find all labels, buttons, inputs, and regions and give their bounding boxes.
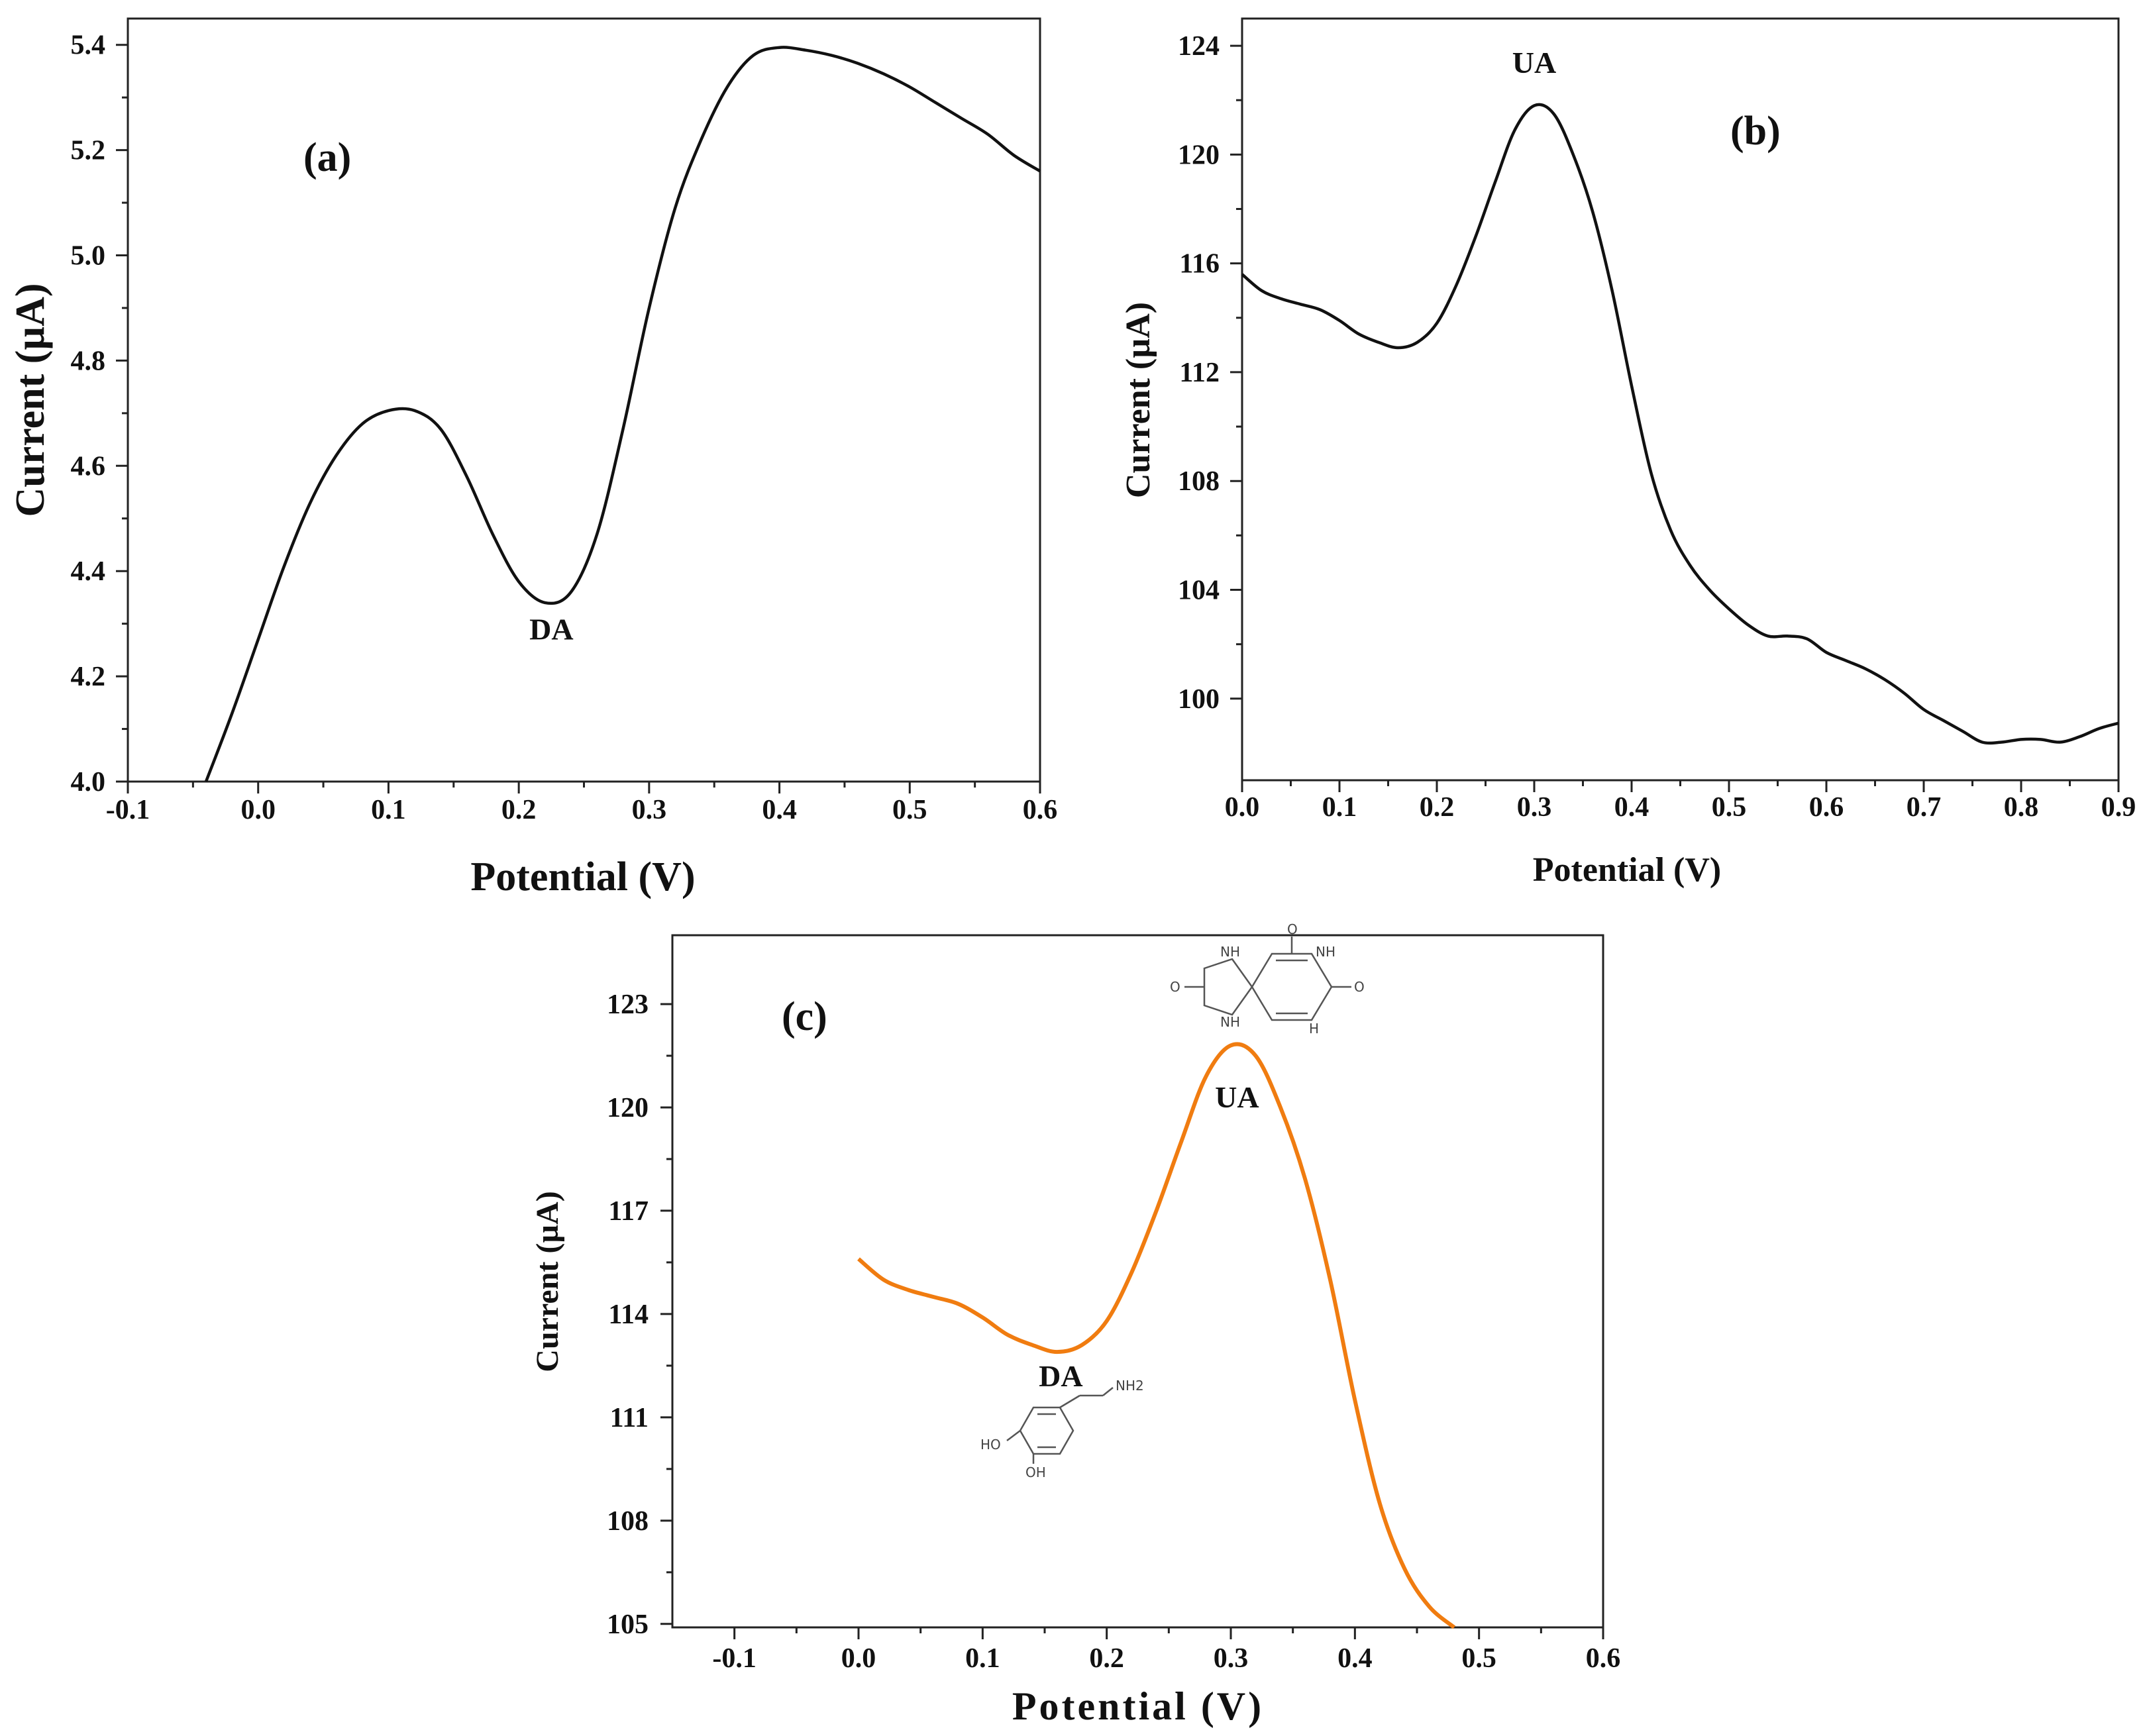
panel-b-y-tick-label: 116	[1179, 249, 1220, 280]
panel-c-y-tick-label: 105	[607, 1609, 649, 1640]
panel-b-x-tick-label: 0.4	[1614, 792, 1649, 823]
dopamine-structure: NH2 HO OH	[980, 1378, 1144, 1480]
svg-text:NH: NH	[1316, 944, 1335, 960]
panel-a-plot-frame	[127, 17, 1041, 783]
panel-c-series-line	[857, 1042, 1456, 1629]
panel-a-y-tick-labels: 4.0 4.2 4.4 4.6 4.8 5.0 5.2 5.4	[71, 30, 106, 797]
panel-b-x-tick-label: 0.8	[2004, 792, 2039, 823]
panel-a-y-tick-label: 5.2	[71, 136, 106, 166]
panel-a-x-axis-title: Potential (V)	[470, 854, 695, 899]
panel-b-x-tick-label: 0.9	[2101, 792, 2136, 823]
panel-c-y-tick-label: 114	[608, 1300, 649, 1330]
panel-a-y-tick-label: 5.4	[71, 30, 106, 61]
svg-text:NH: NH	[1220, 1014, 1240, 1030]
svg-text:O: O	[1170, 979, 1180, 995]
panel-b-y-tick-label: 100	[1178, 684, 1220, 715]
panel-b-x-tick-label: 0.1	[1322, 792, 1357, 823]
panel-a-y-tick-label: 4.4	[71, 556, 106, 587]
panel-c-x-axis-title: Potential (V)	[1012, 1684, 1264, 1728]
panel-c-x-tick-label: 0.5	[1461, 1643, 1496, 1674]
panel-a-ticks	[116, 44, 1041, 793]
panel-b-x-tick-label: 0.7	[1907, 792, 1942, 823]
panel-b-series-line	[1241, 103, 2119, 745]
panel-a-x-tick-label: 0.1	[371, 795, 406, 825]
panel-a: -0.1 0.0 0.1 0.2 0.3 0.4 0.5 0.6 4.04.24.44.64.…	[8, 17, 1058, 899]
panel-b: 0.0 0.1 0.2 0.3 0.4 0.5 0.6 0.7 0.8 0.9 100 104 108…	[1120, 17, 2136, 889]
svg-text:O: O	[1354, 979, 1365, 995]
panel-c-x-tick-labels: -0.1 0.0 0.1 0.2 0.3 0.4 0.5 0.6	[712, 1643, 1620, 1674]
panel-a-x-tick-label: 0.6	[1023, 795, 1058, 825]
panel-c-y-tick-label: 111	[610, 1403, 649, 1433]
panel-c-label: (c)	[782, 994, 827, 1039]
panel-b-y-tick-label: 104	[1178, 576, 1220, 606]
panel-b-y-tick-label: 124	[1178, 31, 1220, 62]
panel-b-x-tick-label: 0.5	[1712, 792, 1747, 823]
panel-c-x-tick-label: 0.2	[1089, 1643, 1124, 1674]
panel-b-label: (b)	[1730, 109, 1781, 154]
panel-c-y-tick-label: 120	[607, 1093, 649, 1123]
panel-c-x-tick-label: 0.3	[1214, 1643, 1249, 1674]
panel-a-x-tick-label: 0.2	[501, 795, 537, 825]
panel-a-y-tick-label: 5.0	[71, 241, 106, 272]
panel-a-y-tick-label: 4.2	[71, 662, 106, 692]
panel-a-y-tick-label: 4.8	[71, 346, 106, 376]
panel-b-annotation-ua: UA	[1512, 46, 1556, 79]
panel-b-plot-frame	[1241, 17, 2120, 782]
panel-c-ticks	[660, 1003, 1604, 1639]
panel-a-label: (a)	[303, 135, 351, 180]
panel-a-x-tick-label: 0.4	[762, 795, 797, 825]
panel-b-x-tick-label: 0.0	[1225, 792, 1260, 823]
panel-b-y-tick-labels: 100 104 108 112 116 120 124	[1178, 31, 1220, 715]
panel-b-y-tick-label: 112	[1179, 358, 1220, 388]
panel-b-y-axis-title: Current (µA)	[1120, 302, 1157, 498]
panel-b-y-tick-label: 108	[1178, 466, 1220, 497]
panel-b-x-tick-labels: 0.0 0.1 0.2 0.3 0.4 0.5 0.6 0.7 0.8 0.9	[1225, 792, 2136, 823]
panel-b-x-tick-label: 0.6	[1809, 792, 1844, 823]
panel-c-plot-frame	[671, 934, 1604, 1629]
panel-c-x-tick-label: 0.4	[1337, 1643, 1373, 1674]
panel-c-x-tick-label: 0.6	[1586, 1643, 1621, 1674]
svg-text:H: H	[1309, 1021, 1319, 1037]
uric-acid-structure: NH NH O O O NH H	[1170, 921, 1365, 1037]
panel-a-y-tick-label: 4.6	[71, 451, 106, 482]
svg-text:HO: HO	[980, 1437, 1001, 1453]
svg-text:O: O	[1287, 921, 1298, 937]
panel-c-x-tick-label: 0.1	[965, 1643, 1000, 1674]
panel-b-x-tick-label: 0.2	[1420, 792, 1455, 823]
panel-a-x-tick-label: 0.0	[240, 795, 276, 825]
panel-c-annotation-ua: UA	[1215, 1080, 1259, 1114]
panel-c-y-tick-label: 123	[607, 990, 649, 1020]
panel-a-x-tick-labels: -0.1 0.0 0.1 0.2 0.3 0.4 0.5 0.6	[106, 795, 1058, 825]
panel-a-series-line	[204, 46, 1041, 782]
panel-c-y-axis-title: Current (µA)	[530, 1191, 565, 1372]
panel-b-x-tick-label: 0.3	[1517, 792, 1552, 823]
panel-b-y-tick-label: 120	[1178, 140, 1220, 170]
svg-text:NH: NH	[1220, 944, 1240, 960]
panel-b-ticks	[1230, 44, 2120, 792]
panel-a-y-axis-title: Current (µA)	[8, 283, 53, 517]
panel-b-x-axis-title: Potential (V)	[1533, 851, 1721, 889]
panel-c-x-tick-label: -0.1	[712, 1643, 757, 1674]
svg-text:NH2: NH2	[1116, 1378, 1144, 1394]
panel-a-y-tick-label: 4.0	[71, 767, 106, 797]
panel-c-y-tick-labels: 105 108 111 114 117 120 123	[607, 990, 649, 1640]
svg-text:OH: OH	[1025, 1464, 1046, 1480]
panel-c-y-tick-label: 117	[608, 1196, 649, 1227]
panel-a-x-tick-label: 0.5	[892, 795, 927, 825]
panel-c: -0.1 0.0 0.1 0.2 0.3 0.4 0.5 0.6 105 108 111 114 11…	[530, 921, 1620, 1728]
panel-a-x-tick-label: -0.1	[106, 795, 150, 825]
panel-c-x-tick-label: 0.0	[841, 1643, 876, 1674]
panel-a-x-tick-label: 0.3	[632, 795, 667, 825]
panel-c-y-tick-label: 108	[607, 1506, 649, 1537]
panel-a-annotation-da: DA	[529, 612, 573, 646]
panel-c-annotation-da: DA	[1039, 1359, 1082, 1393]
